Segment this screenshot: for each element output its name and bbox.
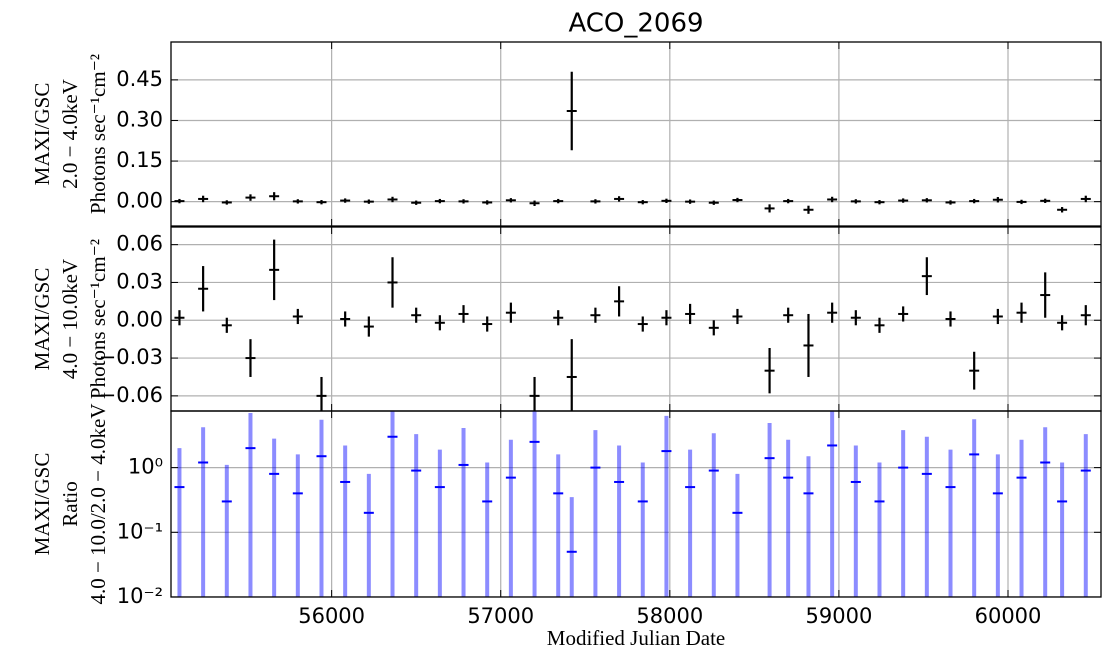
y-tick-label: −0.06: [99, 383, 163, 407]
y-axis-label: MAXI/GSC: [30, 453, 54, 556]
x-axis-label: Modified Julian Date: [547, 626, 725, 650]
x-tick-label: 58000: [636, 604, 703, 628]
y-tick-label: −0.03: [99, 345, 163, 369]
y-tick-label: 0.00: [116, 307, 163, 331]
y-tick-label: 0.45: [116, 67, 163, 91]
y-axis-label: 2.0 − 4.0keV: [58, 79, 82, 189]
y-axis-label: 4.0 − 10.0keV: [58, 259, 82, 379]
y-tick-label: 0.15: [116, 148, 163, 172]
y-axis-label: MAXI/GSC: [30, 83, 54, 186]
y-axis-label: Photons sec⁻¹cm⁻²: [86, 239, 110, 399]
y-tick-label: 0.06: [116, 232, 163, 256]
y-axis-label: Photons sec⁻¹cm⁻²: [86, 54, 110, 214]
plot-area: [171, 227, 1101, 411]
y-tick-label: 0.03: [116, 269, 163, 293]
x-tick-label: 60000: [975, 604, 1042, 628]
plot-area: [171, 42, 1101, 226]
plot-frame: [170, 41, 1102, 227]
plot-frame: [170, 410, 1102, 598]
x-tick-label: 57000: [467, 604, 534, 628]
y-tick-label: 10⁻¹: [117, 519, 163, 543]
x-tick-label: 59000: [806, 604, 873, 628]
y-tick-label: 0.00: [116, 189, 163, 213]
chart-title: ACO_2069: [568, 9, 703, 39]
y-tick-label: 0.30: [116, 107, 163, 131]
y-axis-label: 4.0 − 10.0/2.0 − 4.0keV: [86, 403, 110, 604]
plot-frame: [170, 226, 1102, 412]
x-tick-label: 56000: [298, 604, 365, 628]
y-tick-label: 10⁰: [128, 455, 163, 479]
y-axis-label: MAXI/GSC: [30, 268, 54, 371]
y-axis-label: Ratio: [58, 481, 82, 527]
y-tick-label: 10⁻²: [117, 584, 163, 608]
plot-area: [171, 411, 1101, 597]
